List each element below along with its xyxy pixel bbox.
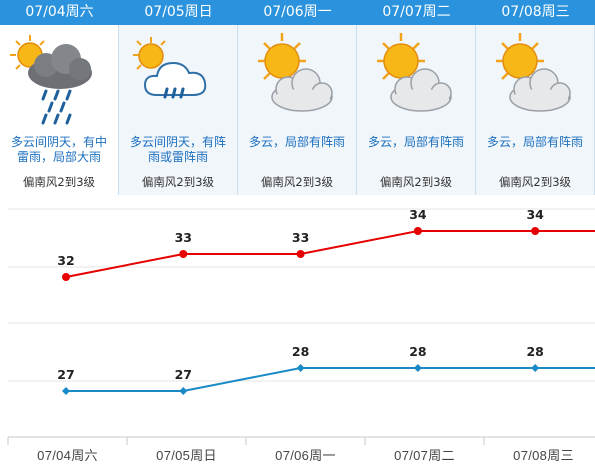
day-card-4[interactable]: 07/07周二 多云，局部有阵雨 偏南风2到3级 [357, 0, 476, 195]
high-temp-data-label: 32 [57, 253, 74, 268]
high-temp-line [65, 230, 595, 278]
high-temp-point [179, 250, 188, 258]
low-temp-line [66, 367, 595, 392]
partly-cloudy-icon [258, 33, 333, 112]
low-temp-data-label: 27 [175, 367, 192, 382]
low-temp-point [413, 364, 422, 372]
low-temp-data-label: 28 [526, 344, 543, 359]
high-temp-point [296, 250, 305, 258]
sun-icon [258, 33, 306, 80]
day-card-wind: 偏南风2到3级 [22, 175, 96, 189]
day-card-description: 多云间阴天，有阵 雨或雷阵雨 [129, 135, 226, 164]
x-tick-label: 07/05周日 [156, 448, 217, 463]
x-tick-label: 07/06周一 [275, 448, 336, 463]
low-temp-data-label: 27 [57, 367, 74, 382]
x-tick-label: 07/07周二 [394, 448, 455, 463]
day-card-wind: 偏南风2到3级 [498, 175, 572, 189]
thunderstorm-icon [10, 35, 92, 125]
day-card-2[interactable]: 07/05周日 多云间阴天，有阵 雨或雷阵雨 [119, 0, 238, 195]
day-card-description: 多云，局部有阵雨 [248, 135, 345, 149]
cloud-icon [143, 61, 207, 96]
partly-cloudy-icon [496, 33, 571, 112]
day-card-date: 07/04周六 [0, 0, 119, 25]
cloud-icon [271, 68, 333, 112]
high-temp-point [531, 227, 540, 235]
low-temp-point [179, 387, 188, 395]
x-tick-label: 07/08周三 [513, 448, 574, 463]
x-tick-label: 07/04周六 [37, 448, 98, 463]
partly-cloudy-icon [377, 33, 452, 112]
day-card-3[interactable]: 07/06周一 多云，局部有阵雨 偏南风2到3级 [238, 0, 357, 195]
day-card-5[interactable]: 07/08周三 多云，局部有阵雨 偏南风2到3级 [476, 0, 595, 195]
day-card-body: 多云，局部有阵雨 偏南风2到3级 [357, 25, 476, 195]
forecast-cards: 07/04周六 [0, 0, 595, 195]
low-temp-point [531, 364, 540, 372]
day-card-body: 多云，局部有阵雨 偏南风2到3级 [238, 25, 357, 195]
low-temp-point [296, 364, 305, 372]
day-card-body: 多云间阴天，有中 雷雨，局部大雨 偏南风2到3级 [0, 25, 119, 195]
high-temp-point [413, 227, 422, 235]
day-card-description: 多云，局部有阵雨 [367, 135, 464, 149]
day-card-date: 07/06周一 [238, 0, 357, 25]
cloud-icon [390, 68, 452, 112]
day-card-date: 07/08周三 [476, 0, 595, 25]
low-temp-data-label: 28 [292, 344, 309, 359]
day-card-date: 07/05周日 [119, 0, 238, 25]
low-temp-data-label: 28 [409, 344, 426, 359]
high-temp-data-label: 34 [526, 207, 544, 222]
sun-icon [133, 37, 166, 70]
day-card-body: 多云间阴天，有阵 雨或雷阵雨 偏南风2到3级 [119, 25, 238, 195]
dark-cloud-icon [28, 44, 92, 89]
cloud-icon [509, 68, 571, 112]
high-temp-data-label: 33 [175, 230, 192, 245]
day-card-description: 多云间阴天，有中 雷雨，局部大雨 [10, 135, 107, 164]
day-card-wind: 偏南风2到3级 [379, 175, 453, 189]
day-card-description: 多云，局部有阵雨 [486, 135, 583, 149]
low-temp-point [62, 387, 70, 395]
day-card-1[interactable]: 07/04周六 [0, 0, 119, 195]
rain-drops [41, 89, 72, 125]
day-card-date: 07/07周二 [357, 0, 476, 25]
high-temp-point [62, 273, 70, 281]
day-card-wind: 偏南风2到3级 [260, 175, 334, 189]
day-card-body: 多云，局部有阵雨 偏南风2到3级 [476, 25, 595, 195]
temperature-chart: 32 33 33 34 34 27 27 28 28 28 07/04周六 07/05周日 07/06周… [7, 207, 595, 463]
day-card-wind: 偏南风2到3级 [141, 175, 215, 189]
high-temp-data-label: 34 [409, 207, 427, 222]
rain-drops [163, 87, 185, 99]
shower-icon [133, 37, 207, 99]
high-temp-data-label: 33 [292, 230, 309, 245]
